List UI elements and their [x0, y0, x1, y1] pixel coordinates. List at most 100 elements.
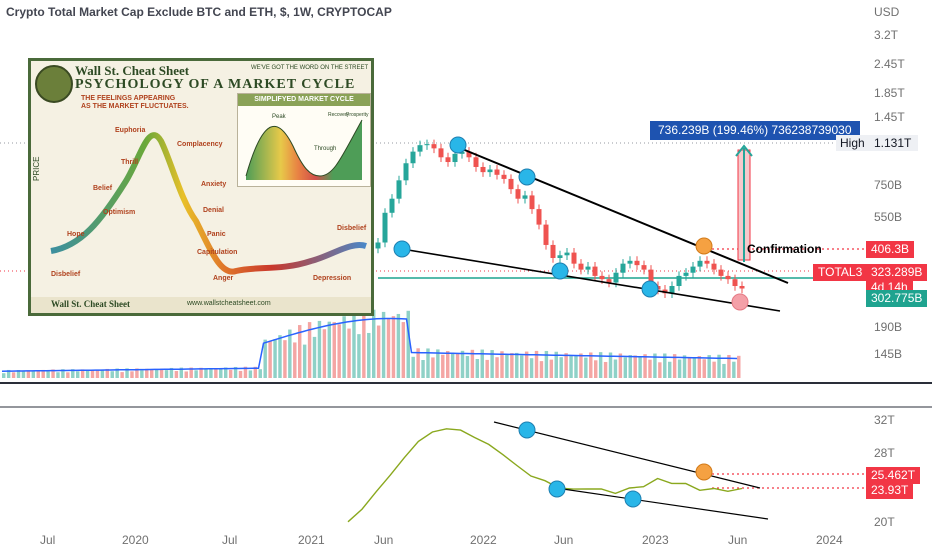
candle-body [704, 260, 710, 264]
candle-body [480, 166, 486, 173]
time-tick: 2020 [122, 533, 149, 547]
volume-bar [362, 309, 366, 378]
confirmation-label: Confirmation [747, 242, 822, 256]
candle-body [606, 279, 612, 283]
time-tick: Jun [374, 533, 393, 547]
support-price-tag[interactable]: 302.775B [866, 290, 928, 307]
inset-headline: PSYCHOLOGY OF A MARKET CYCLE [75, 77, 356, 92]
candle-body [669, 286, 675, 294]
candle-body [466, 151, 472, 158]
marker-circle-blue[interactable] [449, 136, 467, 154]
candle-body [718, 269, 724, 276]
volume-bar [554, 351, 558, 378]
volume-bar [687, 357, 692, 378]
marker-circle-blue[interactable] [518, 168, 536, 186]
simplified-cycle-panel: SIMPLIFYED MARKET CYCLE Peak Through Rec… [237, 93, 371, 187]
volume-bar [638, 357, 642, 378]
volume-bar [154, 369, 159, 378]
osc-marker-orange[interactable] [695, 463, 713, 481]
chart-title: Crypto Total Market Cap Exclude BTC and … [6, 5, 392, 19]
current-price-tag[interactable]: 323.289B [866, 264, 928, 281]
volume-bar [668, 361, 672, 378]
measure-label[interactable]: 736.239B (199.46%) 736238739030 [650, 121, 860, 140]
volume-bar [623, 357, 628, 378]
volume-bar [278, 335, 282, 378]
candle-body [585, 266, 591, 270]
osc-tag-upper[interactable]: 25.462T [866, 467, 921, 484]
stage-capitulation: Capitulation [197, 249, 238, 256]
marker-circle-orange[interactable] [695, 237, 713, 255]
volume-bar [460, 350, 465, 378]
candle-body [487, 169, 493, 173]
simplified-cycle-graphic: Peak Through Recovery Prosperity [245, 112, 369, 180]
volume-bar [135, 368, 139, 378]
volume-bar [505, 354, 509, 378]
osc-marker-blue[interactable] [518, 421, 536, 439]
osc-upper-trendline[interactable] [493, 421, 761, 489]
stage-depression: Depression [313, 275, 352, 282]
marker-circle-blue[interactable] [393, 240, 411, 258]
volume-bar [105, 368, 110, 378]
inset-sub2: AS THE MARKET FLUCTUATES. [81, 103, 189, 110]
volume-bar [455, 353, 460, 378]
volume-bar [322, 329, 327, 378]
volume-bar [495, 357, 499, 378]
candle-body [438, 148, 444, 158]
brand-seal-icon [35, 65, 73, 103]
candle-body [620, 263, 626, 273]
volume-bar [702, 359, 706, 378]
osc-marker-blue[interactable] [624, 490, 642, 508]
time-axis[interactable]: Jul 2020 Jul 2021 Jun 2022 Jun 2023 Jun … [40, 533, 843, 547]
volume-bar [288, 329, 292, 378]
inset-tagline: WE'VE GOT THE WORD ON THE STREET [251, 65, 369, 71]
volume-bar [480, 349, 484, 378]
price-tick: 145B [874, 347, 902, 361]
volume-bar [76, 371, 80, 378]
high-tag[interactable]: High 1.131T [836, 135, 918, 151]
candle-body [613, 272, 619, 283]
osc-tag-lower[interactable]: 23.93T [866, 482, 914, 499]
stage-belief: Belief [93, 185, 113, 192]
volume-bar [174, 371, 179, 378]
symbol-tag[interactable]: TOTAL3 [813, 264, 868, 281]
candle-body [627, 260, 633, 264]
marker-circle-blue[interactable] [641, 280, 659, 298]
time-tick: Jul [222, 533, 237, 547]
volume-bar [253, 366, 258, 378]
volume-bar [26, 370, 31, 378]
volume-bar [450, 352, 455, 378]
confirmation-price-tag[interactable]: 406.3B [866, 241, 915, 258]
volume-bar [164, 370, 169, 378]
marker-circle-blue[interactable] [551, 262, 569, 280]
price-axis[interactable]: 3.2T 2.45T 1.85T 1.45T 750B 550B 190B 14… [874, 28, 905, 361]
candle-body [529, 195, 535, 210]
descending-support-line[interactable] [401, 248, 781, 312]
volume-bar [628, 355, 632, 378]
volume-bar [475, 359, 480, 378]
candle-body [648, 269, 654, 287]
volume-bar [510, 353, 514, 378]
volume-bar [71, 369, 75, 378]
price-tick: 2.45T [874, 57, 905, 71]
mini-peak: Peak [272, 114, 287, 120]
candle-body [732, 279, 738, 287]
candle-body [676, 275, 682, 287]
marker-circle-pink[interactable] [731, 293, 749, 311]
volume-bar [663, 353, 667, 378]
descending-resistance-line[interactable] [454, 145, 789, 284]
stage-disbelief-late: Disbelief [337, 225, 367, 232]
volume-bar [712, 361, 716, 378]
volume-bar [6, 369, 11, 378]
volume-bar [317, 320, 322, 378]
volume-bar [416, 348, 420, 378]
osc-lower-trendline[interactable] [555, 487, 769, 520]
oscillator-axis[interactable]: 32T 28T 20T [874, 413, 895, 529]
volume-bar [732, 361, 736, 378]
osc-marker-blue[interactable] [548, 480, 566, 498]
volume-bar [717, 354, 721, 378]
volume-bar [653, 353, 657, 378]
volume-bar [31, 370, 36, 378]
inset-brand: Wall St. Cheat Sheet [75, 63, 190, 78]
volume-bar [411, 356, 415, 378]
